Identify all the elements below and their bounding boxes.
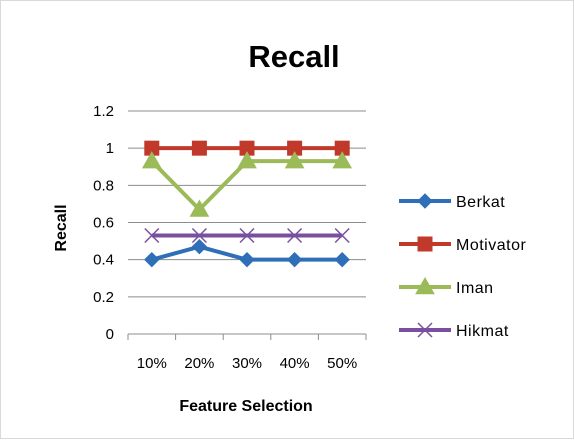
x-marker [417, 322, 433, 338]
y-tick-label: 1 [106, 140, 114, 157]
square-marker [191, 140, 207, 156]
legend-label: Motivator [456, 237, 526, 254]
legend-label: Iman [456, 280, 494, 297]
legend-item-berkat: Berkat [399, 193, 505, 211]
x-axis-title: Feature Selection [179, 398, 312, 415]
series-motivator [144, 140, 350, 156]
triangle-marker [332, 151, 353, 169]
y-tick-label: 0.2 [93, 289, 114, 306]
triangle-marker [189, 199, 210, 217]
y-tick-label: 1.2 [93, 103, 114, 120]
x-marker [144, 227, 160, 244]
y-tick-label: 0.8 [93, 177, 114, 194]
x-tick-label: 40% [280, 355, 310, 372]
y-tick-label: 0 [106, 326, 114, 343]
x-marker [287, 227, 303, 244]
legend-item-iman: Iman [399, 276, 494, 297]
diamond-marker [239, 251, 255, 268]
series-iman [141, 151, 353, 217]
diamond-marker [417, 193, 433, 209]
triangle-marker [415, 276, 435, 295]
legend-label: Hikmat [456, 323, 509, 340]
x-marker [334, 227, 350, 244]
axes: 0 0.2 0.4 0.6 0.8 1 1.2 10% 20% 30% 40% 50% [93, 103, 367, 372]
y-tick-label: 0.6 [93, 215, 114, 232]
series-berkat [144, 238, 350, 268]
diamond-marker [286, 251, 303, 268]
diamond-marker [191, 238, 208, 255]
legend: Berkat Motivator Iman Hikmat [399, 193, 526, 340]
y-axis-title: Recall [53, 204, 70, 251]
y-tick-label: 0.4 [93, 252, 114, 269]
x-tick-label: 50% [327, 355, 357, 372]
x-tick-label: 30% [232, 355, 262, 372]
legend-label: Berkat [456, 194, 505, 211]
diamond-marker [334, 251, 350, 268]
legend-item-hikmat: Hikmat [399, 322, 509, 340]
series-hikmat [144, 227, 350, 244]
diamond-marker [144, 251, 160, 268]
series-lines [141, 140, 353, 268]
chart-title: Recall [248, 39, 339, 74]
x-marker [191, 227, 207, 244]
legend-item-motivator: Motivator [399, 236, 526, 254]
square-marker [417, 236, 433, 252]
triangle-marker [237, 151, 257, 169]
gridlines [128, 110, 366, 298]
x-marker [239, 227, 255, 244]
x-tick-label: 20% [184, 355, 214, 372]
triangle-marker [141, 151, 162, 169]
x-tick-label: 10% [137, 355, 167, 372]
triangle-marker [284, 151, 305, 169]
